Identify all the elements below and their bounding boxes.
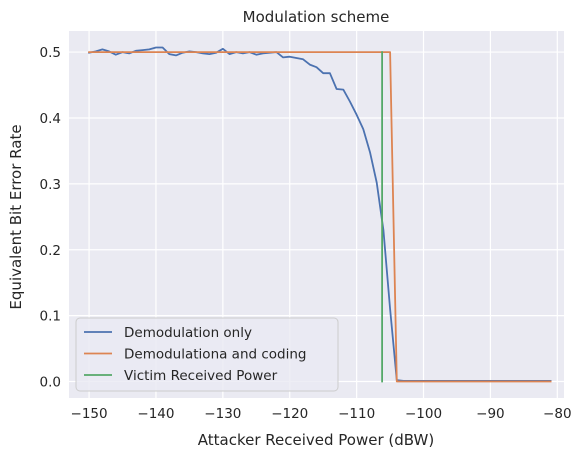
x-tick-label: −130 [204,406,241,422]
y-tick-label: 0.2 [40,243,61,259]
chart-title: Modulation scheme [243,8,390,26]
x-tick-label: −120 [271,406,308,422]
x-axis-label: Attacker Received Power (dBW) [198,431,434,449]
y-tick-label: 0.1 [40,309,61,325]
x-tick-label: −140 [137,406,174,422]
series-layer [88,46,552,383]
legend-label: Victim Received Power [124,368,278,384]
y-tick-label: 0.5 [40,45,61,61]
legend-label: Demodulationa and coding [124,347,307,363]
x-tick-label: −80 [543,406,572,422]
y-tick-label: 0.3 [40,177,61,193]
x-tick-label: −100 [405,406,442,422]
x-tick-label: −110 [338,406,375,422]
y-axis-label: Equivalent Bit Error Rate [7,124,25,309]
x-tick-label: −90 [476,406,505,422]
tick-labels: −150 −140 −130 −120 −110 −100 −90 −80 0.0 0.1 0.2 0… [40,45,572,422]
legend-box [75,317,339,392]
legend: Demodulation only Demodulationa and codin… [75,317,339,392]
y-tick-label: 0.0 [40,375,61,391]
series-line-1 [88,51,552,383]
y-tick-label: 0.4 [40,111,61,127]
legend-label: Demodulation only [124,325,252,341]
x-tick-label: −150 [71,406,108,422]
